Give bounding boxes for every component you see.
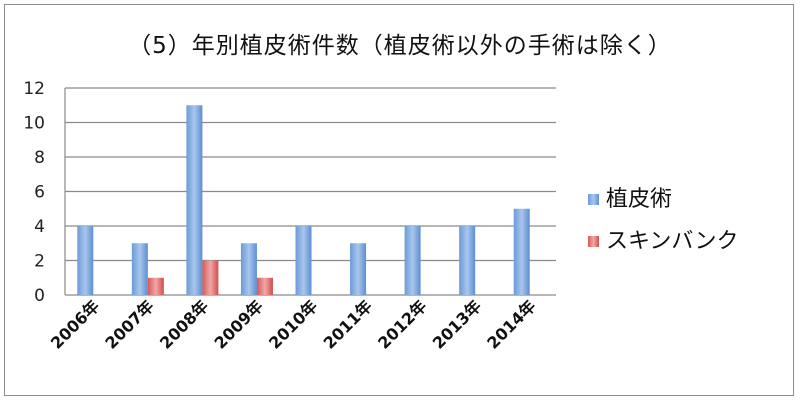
y-tick-label: 0: [34, 286, 45, 306]
y-tick-label: 12: [23, 79, 45, 99]
bar-series1: [77, 226, 94, 295]
y-tick-label: 6: [34, 183, 45, 203]
x-tick-label: 2009年: [211, 296, 267, 352]
y-tick-label: 4: [34, 217, 45, 237]
bar-series2: [147, 277, 164, 295]
legend-label: 植皮術: [606, 187, 672, 212]
legend-swatch: [588, 194, 599, 205]
chart-title: （5）年別植皮術件数（植皮術以外の手術は除く）: [128, 33, 672, 59]
bar-series1: [240, 243, 257, 295]
y-tick-label: 2: [34, 252, 45, 272]
bar-series2: [202, 260, 219, 295]
bar-series1: [513, 208, 530, 295]
bar-series1: [295, 226, 312, 295]
y-tick-label: 8: [34, 148, 45, 168]
x-tick-label: 2007年: [101, 296, 157, 352]
x-tick-label: 2010年: [265, 296, 321, 352]
x-tick-label: 2013年: [429, 296, 485, 352]
y-tick-label: 10: [23, 114, 45, 134]
x-tick-label: 2008年: [156, 296, 212, 352]
x-tick-label: 2012年: [374, 296, 430, 352]
bar-series1: [459, 226, 476, 295]
x-tick-label: 2011年: [320, 296, 376, 352]
bar-series1: [404, 226, 421, 295]
y-tick-labels: 0 2 4 6 8 10 12: [23, 79, 45, 306]
bar-series1: [131, 243, 148, 295]
x-tick-label: 2014年: [483, 296, 539, 352]
bars: [77, 105, 530, 295]
x-tick-label: 2006年: [47, 296, 103, 352]
legend-label: スキンバンク: [606, 229, 738, 254]
chart-frame: [4, 4, 794, 396]
bar-series1: [186, 105, 203, 295]
bar-series2: [256, 277, 273, 295]
legend-swatch: [588, 236, 599, 247]
x-tick-labels: 2006年2007年2008年2009年2010年2011年2012年2013年…: [47, 296, 540, 352]
bar-series1: [350, 243, 367, 295]
